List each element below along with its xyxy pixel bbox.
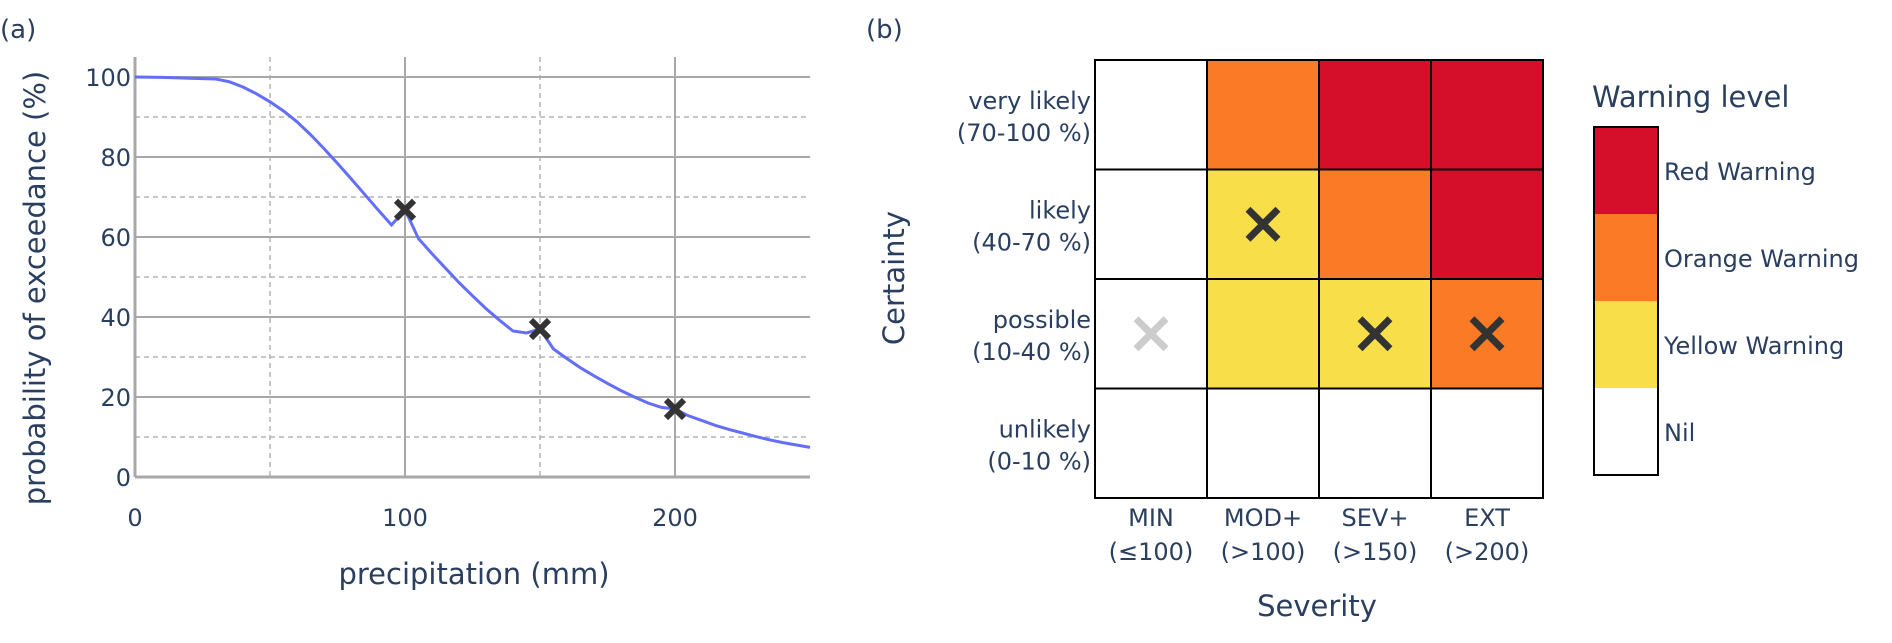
x-tick-label: 100 bbox=[382, 504, 428, 532]
panel-label-b: (b) bbox=[866, 15, 903, 45]
matrix-marker bbox=[1469, 316, 1505, 352]
y-tick-label: 20 bbox=[100, 384, 131, 412]
legend-frame bbox=[1593, 126, 1659, 476]
grid bbox=[135, 57, 810, 477]
certainty-range-label: (40-70 %) bbox=[972, 228, 1091, 256]
legend-swatch bbox=[1594, 214, 1658, 301]
y-axis-label: probability of exceedance (%) bbox=[18, 71, 52, 505]
legend-entries: Red Warning Orange Warning Yellow Warning N… bbox=[1593, 126, 1859, 476]
y-tick-label: 40 bbox=[100, 304, 131, 332]
y-tick-label: 80 bbox=[100, 144, 131, 172]
certainty-range-label: (0-10 %) bbox=[987, 447, 1091, 475]
curve-marker bbox=[393, 198, 417, 221]
certainty-label: very likely bbox=[968, 87, 1091, 115]
severity-category-labels: MIN (≤100) MOD+ (>100) SEV+ (>150) EXT (>200) bbox=[1109, 504, 1530, 566]
certainty-axis-label: Certainty bbox=[877, 211, 911, 345]
marker-stroke bbox=[663, 397, 687, 421]
matrix-cell bbox=[1206, 387, 1320, 499]
legend-entry-label: Orange Warning bbox=[1664, 245, 1859, 273]
y-tick-label: 60 bbox=[100, 224, 131, 252]
matrix-cell bbox=[1430, 168, 1544, 280]
marker-stroke bbox=[1245, 206, 1281, 242]
marker-stroke bbox=[1133, 316, 1169, 352]
y-tick-label: 100 bbox=[85, 64, 131, 92]
legend-entry-label: Red Warning bbox=[1664, 158, 1816, 186]
panel-label-a: (a) bbox=[0, 15, 36, 45]
severity-range-label: (≤100) bbox=[1109, 538, 1194, 566]
severity-label: MIN bbox=[1128, 504, 1174, 532]
certainty-range-label: (10-40 %) bbox=[972, 338, 1091, 366]
curve-marker bbox=[528, 317, 552, 341]
certainty-category-labels: very likely (70-100 %) likely (40-70 %) poss… bbox=[957, 87, 1091, 476]
marker-stroke bbox=[1469, 316, 1505, 352]
x-tick-label: 200 bbox=[652, 504, 698, 532]
curve-markers bbox=[393, 198, 687, 421]
axes bbox=[133, 57, 810, 479]
certainty-label: possible bbox=[993, 306, 1091, 334]
matrix-cell bbox=[1318, 168, 1432, 280]
legend-entry-label: Nil bbox=[1664, 419, 1695, 447]
matrix-cell bbox=[1318, 59, 1432, 171]
certainty-label: unlikely bbox=[999, 415, 1091, 443]
tick-labels: 0 20 40 60 80 100 0 100 200 bbox=[85, 64, 698, 532]
matrix-cell bbox=[1206, 278, 1320, 390]
legend-swatch bbox=[1594, 388, 1658, 475]
y-tick-label: 0 bbox=[116, 464, 131, 492]
exceedance-curve bbox=[134, 75, 811, 449]
faded-matrix-marker bbox=[1133, 316, 1169, 352]
matrix-cell bbox=[1206, 59, 1320, 171]
legend-swatch bbox=[1594, 127, 1658, 214]
matrix-cell bbox=[1094, 59, 1208, 171]
matrix-cells bbox=[1094, 59, 1544, 499]
matrix-cell bbox=[1094, 168, 1208, 280]
x-tick-label: 0 bbox=[127, 504, 142, 532]
severity-label: SEV+ bbox=[1342, 504, 1409, 532]
exceedance-chart: (a) 0 20 40 60 80 100 0 100 200 precipitation (m… bbox=[0, 15, 811, 591]
marker-stroke bbox=[528, 317, 552, 341]
marker-stroke bbox=[393, 198, 417, 221]
curve-marker bbox=[663, 397, 687, 421]
severity-axis-label: Severity bbox=[1257, 589, 1377, 623]
warning-matrix-chart: (b) very likely (70-100 %) likely (40-70 %)… bbox=[866, 15, 1859, 623]
matrix-cell bbox=[1430, 59, 1544, 171]
certainty-label: likely bbox=[1029, 196, 1091, 224]
matrix-cell bbox=[1318, 387, 1432, 499]
matrix-marker bbox=[1245, 206, 1281, 242]
warning-legend: Warning level Red Warning Orange Warning Y… bbox=[1592, 80, 1859, 476]
matrix-marker bbox=[1357, 316, 1393, 352]
matrix-cell bbox=[1206, 168, 1320, 280]
legend-title: Warning level bbox=[1592, 80, 1789, 114]
matrix-markers bbox=[1133, 206, 1505, 352]
matrix-cell bbox=[1094, 387, 1208, 499]
marker-stroke bbox=[1357, 316, 1393, 352]
x-axis-label: precipitation (mm) bbox=[338, 557, 609, 591]
severity-label: EXT bbox=[1464, 504, 1510, 532]
matrix-cell bbox=[1430, 387, 1544, 499]
severity-label: MOD+ bbox=[1224, 504, 1302, 532]
legend-entry-label: Yellow Warning bbox=[1663, 332, 1844, 360]
severity-range-label: (>150) bbox=[1333, 538, 1418, 566]
severity-range-label: (>100) bbox=[1221, 538, 1306, 566]
certainty-range-label: (70-100 %) bbox=[957, 119, 1091, 147]
severity-range-label: (>200) bbox=[1445, 538, 1530, 566]
legend-swatch bbox=[1594, 301, 1658, 388]
